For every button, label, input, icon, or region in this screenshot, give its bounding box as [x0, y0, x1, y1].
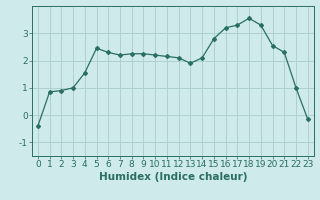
- X-axis label: Humidex (Indice chaleur): Humidex (Indice chaleur): [99, 172, 247, 182]
